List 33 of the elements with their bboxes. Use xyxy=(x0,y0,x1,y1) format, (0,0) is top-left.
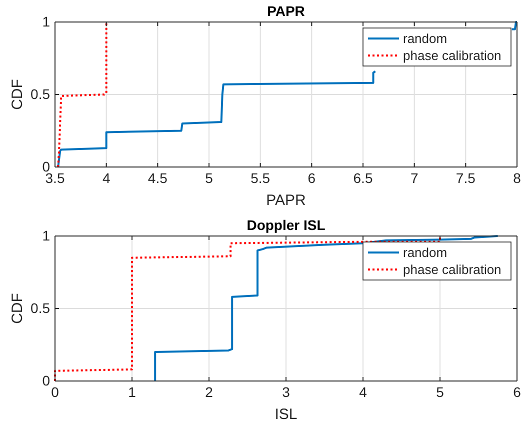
legend-label: random xyxy=(403,245,448,260)
y-axis-title: CDF xyxy=(9,293,26,324)
x-tick-label: 8 xyxy=(513,170,522,186)
x-tick-label: 7 xyxy=(410,170,418,186)
y-tick-label: 0 xyxy=(42,158,50,174)
x-axis-title: ISL xyxy=(274,406,298,423)
y-tick-label: 1 xyxy=(42,13,50,30)
x-axis-title: PAPR xyxy=(266,192,306,209)
legend-label: phase calibration xyxy=(403,48,502,63)
x-tick-label: 4 xyxy=(359,384,368,400)
x-tick-label: 4 xyxy=(102,170,110,186)
x-tick-label: 5 xyxy=(436,384,444,400)
y-tick-label: 0 xyxy=(42,372,50,388)
x-tick-label: 6.5 xyxy=(353,170,373,186)
y-tick-label: 0.5 xyxy=(30,86,50,102)
legend-label: phase calibration xyxy=(403,262,502,277)
line-series xyxy=(154,235,499,382)
legend-label: random xyxy=(403,31,448,46)
y-tick-label: 1 xyxy=(42,227,50,244)
x-tick-label: 6 xyxy=(513,384,522,400)
x-tick-label: 5 xyxy=(205,170,214,186)
chart-title: Doppler ISL xyxy=(246,217,326,233)
x-tick-label: 3 xyxy=(282,384,290,400)
line-series xyxy=(57,21,108,168)
y-axis-title: CDF xyxy=(9,79,26,110)
x-tick-label: 6 xyxy=(308,170,316,186)
x-tick-label: 2 xyxy=(205,384,214,400)
y-tick-label: 0.5 xyxy=(30,300,50,316)
x-tick-label: 7.5 xyxy=(456,170,476,186)
x-tick-label: 1 xyxy=(128,384,136,400)
chart-title: PAPR xyxy=(267,3,305,19)
x-tick-label: 4.5 xyxy=(148,170,168,186)
x-tick-label: 5.5 xyxy=(250,170,270,186)
